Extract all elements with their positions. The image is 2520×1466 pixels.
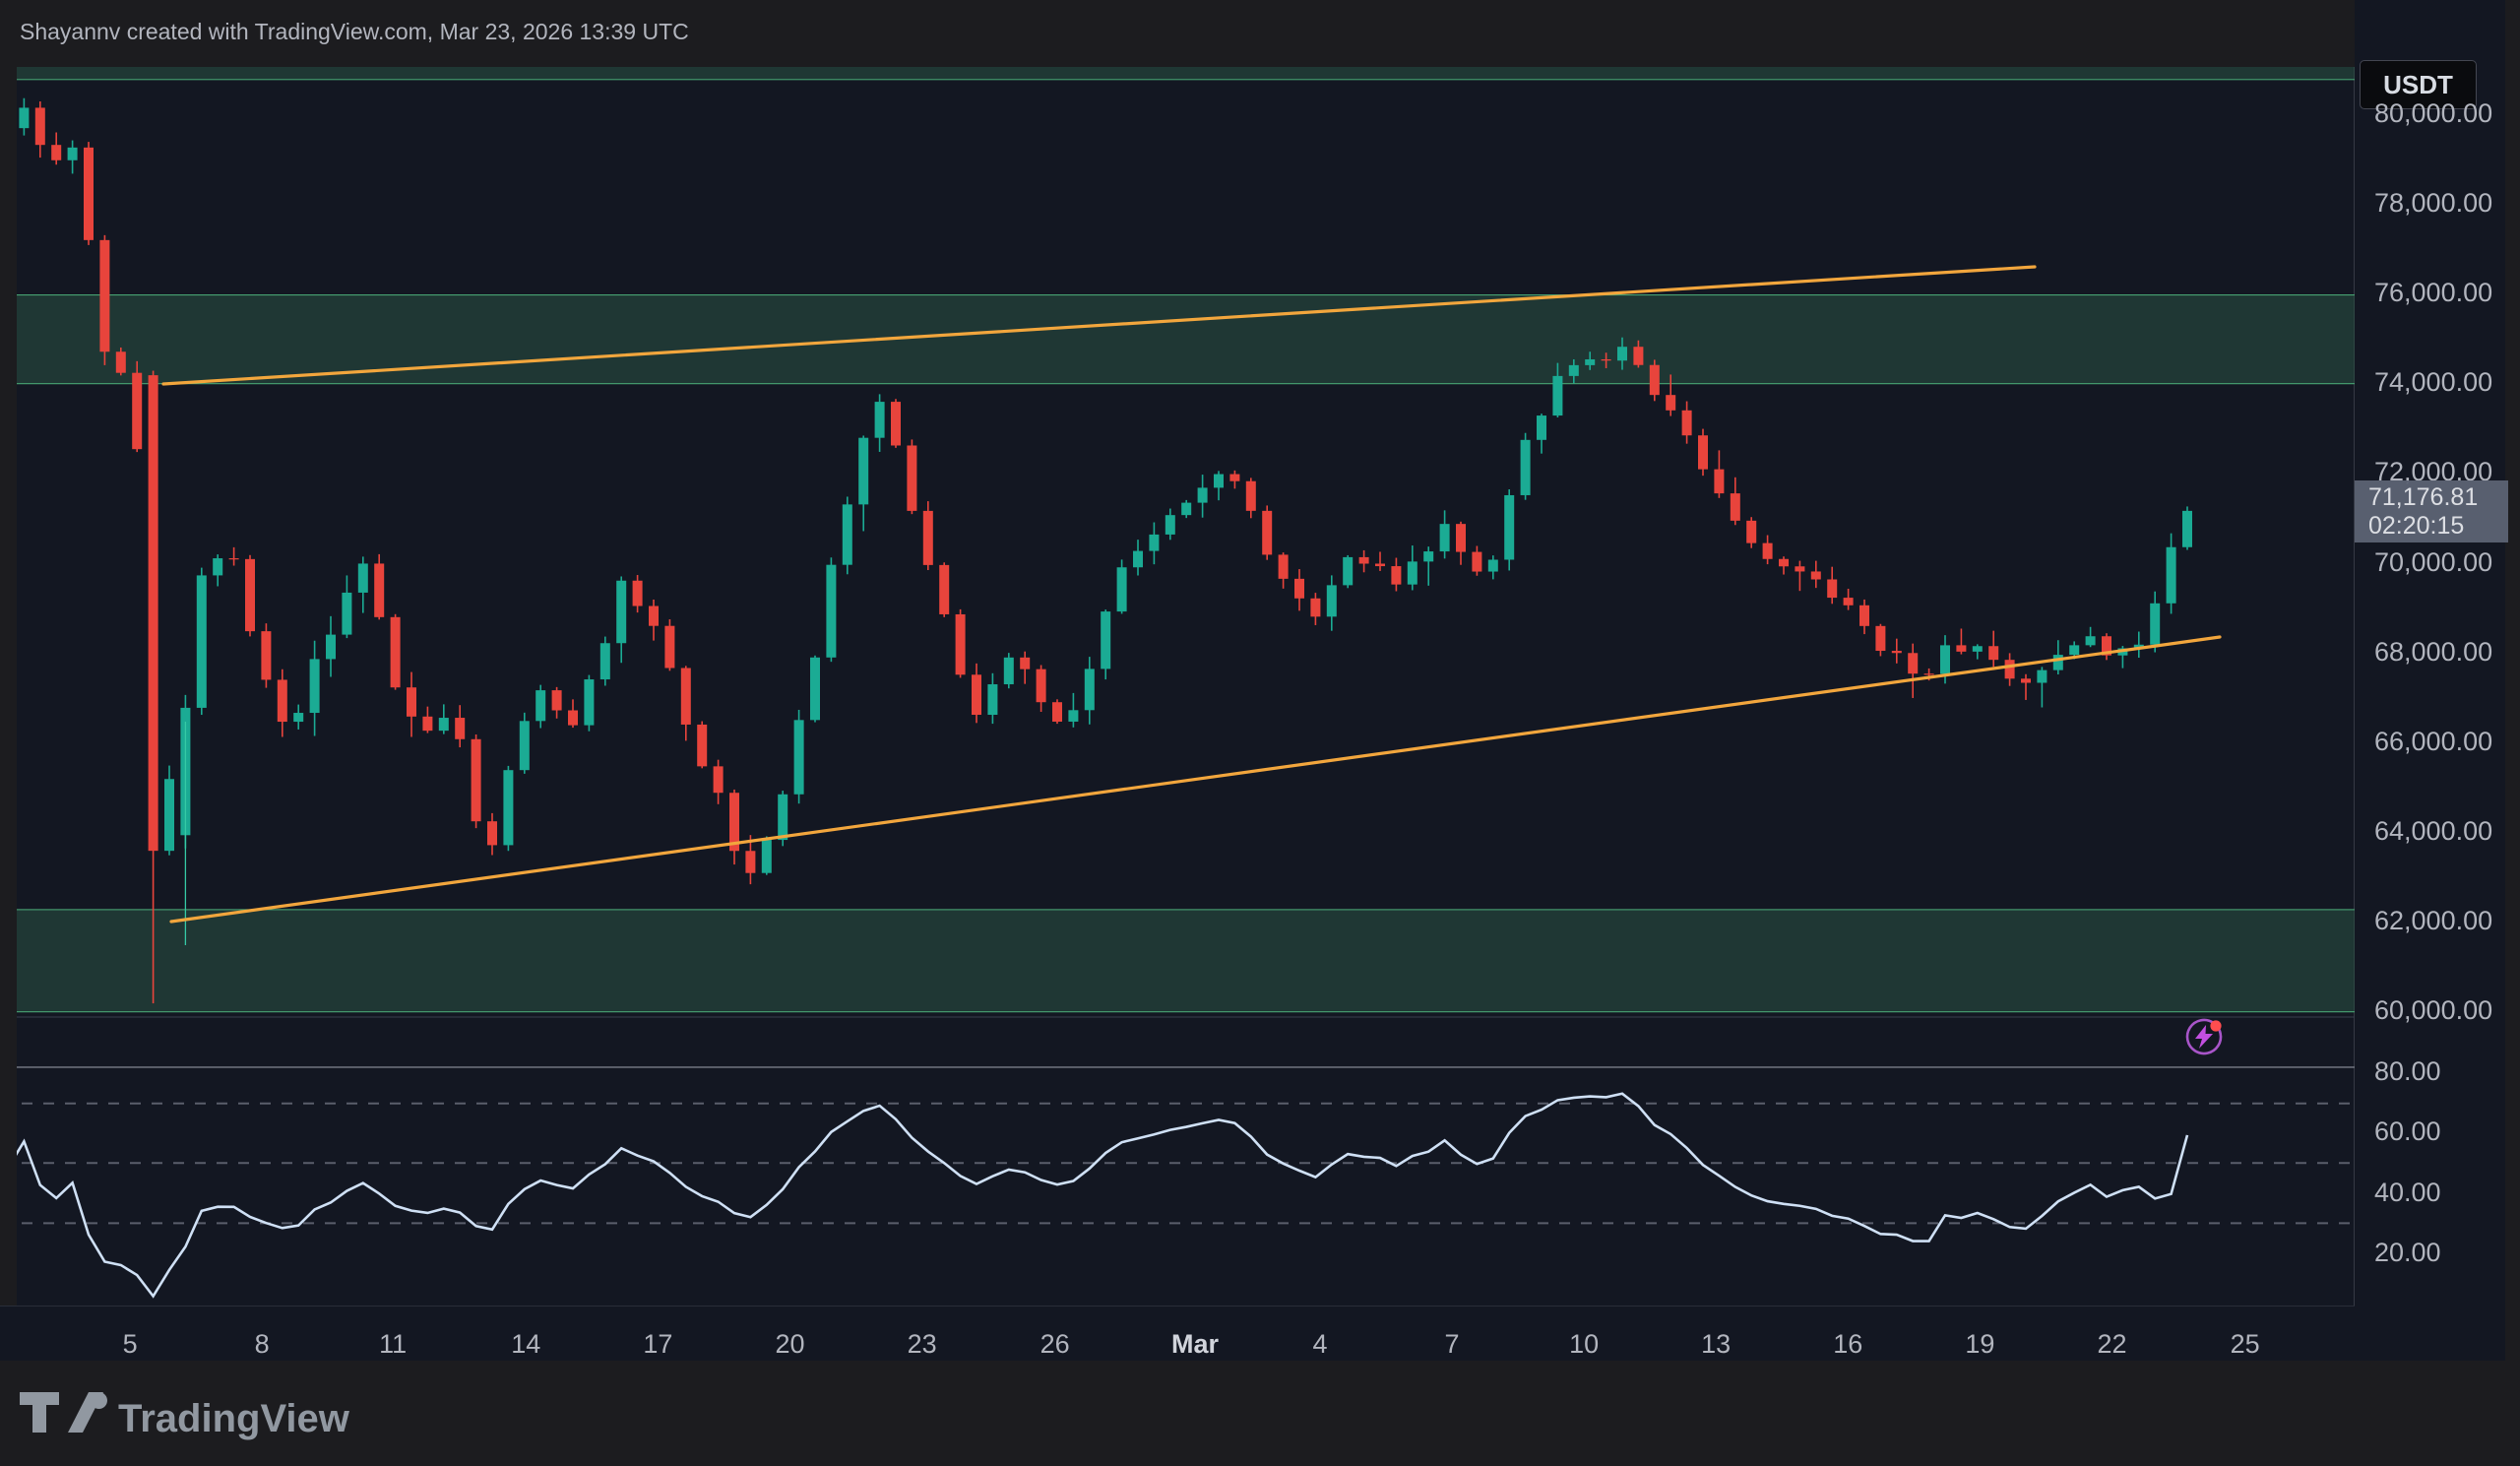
- svg-text:TradingView: TradingView: [118, 1397, 350, 1440]
